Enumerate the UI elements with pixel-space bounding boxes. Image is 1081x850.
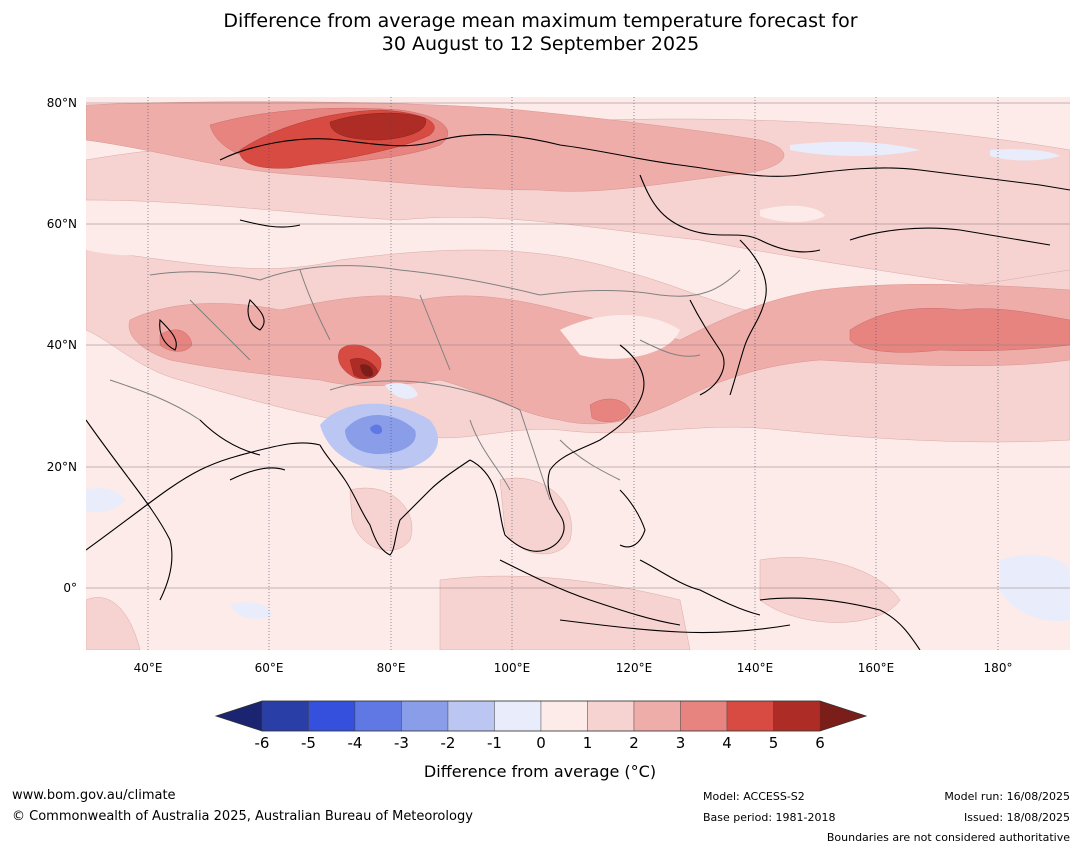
colorbar-cell [540,700,588,732]
coastlines [86,134,1070,650]
colorbar-under-triangle [216,701,262,731]
colorbar-tick-label: 1 [583,734,593,752]
colorbar-tick-label: 4 [722,734,732,752]
colorbar-tick-label: -5 [301,734,316,752]
footer-url: www.bom.gov.au/climate [12,788,176,803]
latitude-labels: 80°N 60°N 40°N 20°N 0° [47,96,77,595]
footer-disclaimer: Boundaries are not considered authoritat… [826,831,1070,844]
longitude-labels: 40°E 60°E 80°E 100°E 120°E 140°E 160°E 1… [134,661,1013,675]
footer-base-period: Base period: 1981-2018 [703,811,836,824]
meridians [147,97,999,650]
colorbar-over-triangle [820,701,866,731]
colorbar-cell [726,700,774,732]
colorbar-tick-label: 6 [815,734,825,752]
colorbar-cell [308,700,356,732]
colorbar-tick-label: 5 [769,734,779,752]
map-area [86,97,1070,650]
colorbar-cell [587,700,635,732]
lat-label-40n: 40°N [47,338,77,352]
footer-model-run: Model run: 16/08/2025 [944,790,1070,803]
title-line-2: 30 August to 12 September 2025 [381,33,700,55]
colorbar-tick-labels: -6 -5 -4 -3 -2 -1 0 1 2 3 4 5 6 [255,734,825,752]
lon-label-100e: 100°E [494,661,531,675]
footer-issued: Issued: 18/08/2025 [963,811,1070,824]
colorbar-cell [261,700,309,732]
lon-label-40e: 40°E [134,661,163,675]
colorbar-cell [354,700,402,732]
footer-copyright: © Commonwealth of Australia 2025, Austra… [12,809,473,824]
anomaly-band-over-6 [360,364,374,377]
lat-label-0: 0° [63,581,77,595]
colorbar-cell [680,700,728,732]
colorbar-cell [401,700,449,732]
lon-label-60e: 60°E [255,661,284,675]
lat-label-60n: 60°N [47,217,77,231]
lat-label-20n: 20°N [47,460,77,474]
colorbar-tick-label: -3 [394,734,409,752]
colorbar-tick-label: 0 [536,734,546,752]
lat-label-80n: 80°N [47,96,77,110]
country-boundaries [109,265,741,501]
colorbar-tick-label: -1 [487,734,502,752]
colorbar: -6 -5 -4 -3 -2 -1 0 1 2 3 4 5 6 Difference from aver… [214,700,868,781]
map-title: Difference from average mean maximum tem… [0,10,1081,56]
lon-label-80e: 80°E [377,661,406,675]
colorbar-tick-label: 2 [629,734,639,752]
lon-label-140e: 140°E [737,661,774,675]
lon-label-180: 180° [984,661,1013,675]
graticule [86,102,1070,589]
colorbar-cell [773,700,821,732]
colorbar-tick-label: -4 [348,734,363,752]
colorbar-tick-label: 3 [676,734,686,752]
colorbar-cell [494,700,542,732]
lon-label-160e: 160°E [858,661,895,675]
colorbar-cell [447,700,495,732]
title-line-1: Difference from average mean maximum tem… [223,10,858,32]
colorbar-label: Difference from average (°C) [424,762,656,781]
footer-model: Model: ACCESS-S2 [703,790,805,803]
colorbar-cell [633,700,681,732]
colorbar-tick-label: -6 [255,734,270,752]
lon-label-120e: 120°E [616,661,653,675]
colorbar-tick-label: -2 [441,734,456,752]
colorbar-cells [261,700,821,732]
anomaly-band-0-1-pockets [86,205,825,359]
